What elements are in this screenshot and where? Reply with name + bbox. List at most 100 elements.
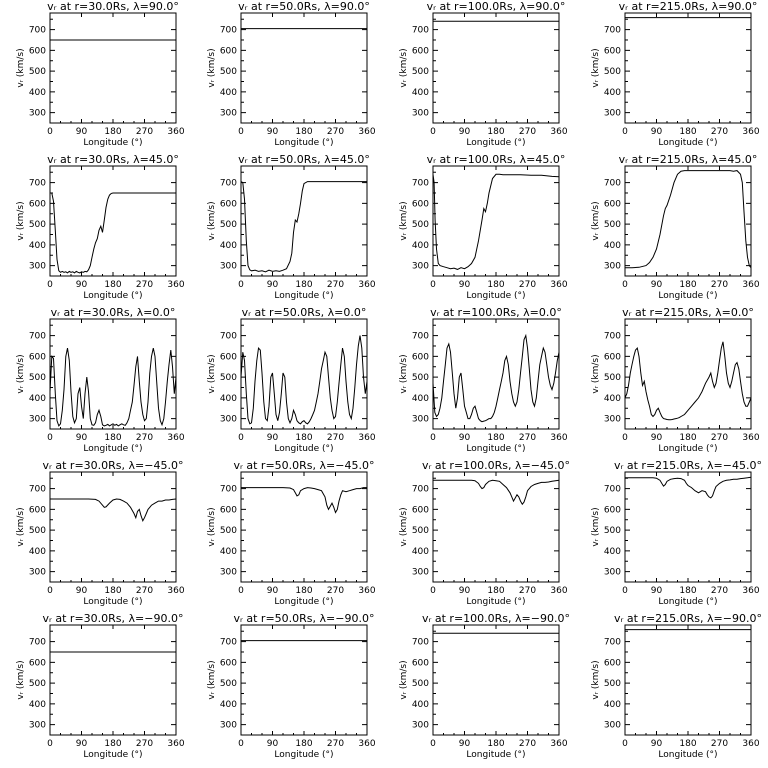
y-tick-label: 400 bbox=[29, 241, 46, 251]
x-tick-label: 180 bbox=[487, 127, 504, 137]
plot-frame bbox=[432, 624, 560, 736]
x-tick-label: 360 bbox=[550, 433, 567, 443]
y-tick-label: 500 bbox=[604, 67, 621, 77]
y-tick-label: 500 bbox=[412, 526, 429, 536]
x-tick-label: 0 bbox=[430, 280, 436, 290]
panel-1: vᵣ at r=30.0Rs, λ=90.0° 0 90 180 270 360 300 40… bbox=[16, 0, 185, 148]
panel-4: vᵣ at r=215.0Rs, λ=90.0° 0 90 180 270 360 300 4… bbox=[591, 0, 760, 148]
y-tick-label: 500 bbox=[220, 373, 237, 383]
y-tick-label: 600 bbox=[604, 352, 621, 362]
panel-12: vᵣ at r=215.0Rs, λ=0.0° 0 90 180 270 360 300 40… bbox=[591, 306, 760, 454]
x-tick-label: 180 bbox=[679, 127, 696, 137]
y-tick-label: 400 bbox=[412, 547, 429, 557]
panel-title: vᵣ at r=215.0Rs, λ=0.0° bbox=[622, 306, 754, 319]
y-tick-label: 400 bbox=[412, 700, 429, 710]
panel-8: vᵣ at r=215.0Rs, λ=45.0° 0 90 180 270 360 300 4… bbox=[591, 153, 760, 301]
x-tick-label: 180 bbox=[487, 586, 504, 596]
x-tick-label: 0 bbox=[622, 433, 628, 443]
series-line bbox=[240, 335, 368, 425]
y-tick-label: 400 bbox=[220, 88, 237, 98]
y-tick-label: 300 bbox=[29, 109, 46, 119]
series-line bbox=[433, 479, 560, 506]
x-tick-label: 0 bbox=[430, 127, 436, 137]
x-tick-label: 360 bbox=[358, 280, 375, 290]
x-tick-label: 180 bbox=[487, 433, 504, 443]
x-tick-label: 360 bbox=[167, 739, 184, 749]
x-tick-label: 0 bbox=[238, 586, 244, 596]
plot-frame bbox=[49, 471, 177, 583]
x-tick-label: 270 bbox=[519, 739, 536, 749]
y-tick-label: 400 bbox=[29, 88, 46, 98]
x-tick-label: 0 bbox=[47, 127, 53, 137]
x-tick-label: 270 bbox=[136, 739, 153, 749]
x-axis-label: Longitude (°) bbox=[658, 291, 717, 301]
y-tick-label: 600 bbox=[412, 505, 429, 515]
x-axis-label: Longitude (°) bbox=[83, 444, 142, 454]
y-tick-label: 300 bbox=[412, 721, 429, 731]
y-tick-label: 700 bbox=[29, 485, 46, 495]
y-tick-label: 600 bbox=[29, 352, 46, 362]
x-tick-label: 360 bbox=[358, 433, 375, 443]
y-tick-label: 300 bbox=[412, 568, 429, 578]
x-tick-label: 90 bbox=[267, 739, 279, 749]
x-tick-label: 270 bbox=[711, 433, 728, 443]
x-tick-label: 90 bbox=[267, 433, 279, 443]
y-tick-label: 500 bbox=[29, 526, 46, 536]
x-tick-label: 90 bbox=[651, 586, 663, 596]
x-tick-label: 270 bbox=[519, 127, 536, 137]
y-axis-label: vᵣ (km/s) bbox=[207, 660, 217, 699]
panel-19: vᵣ at r=100.0Rs, λ=−90.0° 0 90 180 270 360 300… bbox=[399, 612, 570, 760]
series-line bbox=[432, 173, 560, 270]
panel-17: vᵣ at r=30.0Rs, λ=−90.0° 0 90 180 270 360 300 4… bbox=[16, 612, 185, 760]
y-tick-label: 300 bbox=[29, 262, 46, 272]
x-tick-label: 180 bbox=[295, 433, 312, 443]
y-tick-label: 300 bbox=[412, 415, 429, 425]
x-tick-label: 270 bbox=[136, 586, 153, 596]
x-axis-label: Longitude (°) bbox=[83, 138, 142, 148]
y-tick-label: 400 bbox=[220, 241, 237, 251]
x-tick-label: 0 bbox=[430, 586, 436, 596]
panel-title: vᵣ at r=50.0Rs, λ=90.0° bbox=[238, 0, 370, 13]
y-axis-label: vᵣ (km/s) bbox=[399, 354, 409, 393]
x-tick-label: 180 bbox=[295, 127, 312, 137]
y-tick-label: 600 bbox=[29, 505, 46, 515]
x-tick-label: 180 bbox=[487, 739, 504, 749]
y-tick-label: 300 bbox=[220, 262, 237, 272]
y-tick-label: 500 bbox=[412, 67, 429, 77]
x-tick-label: 0 bbox=[238, 127, 244, 137]
y-tick-label: 400 bbox=[29, 700, 46, 710]
x-tick-label: 90 bbox=[76, 433, 88, 443]
panel-16: vᵣ at r=215.0Rs, λ=−45.0° 0 90 180 270 360 300… bbox=[591, 459, 762, 607]
y-tick-label: 700 bbox=[604, 26, 621, 36]
x-axis-label: Longitude (°) bbox=[83, 291, 142, 301]
x-tick-label: 270 bbox=[519, 433, 536, 443]
x-tick-label: 90 bbox=[459, 586, 471, 596]
y-tick-label: 500 bbox=[604, 220, 621, 230]
x-tick-label: 0 bbox=[47, 739, 53, 749]
y-axis-label: vᵣ (km/s) bbox=[16, 660, 26, 699]
y-tick-label: 400 bbox=[220, 394, 237, 404]
y-tick-label: 600 bbox=[220, 505, 237, 515]
x-axis-label: Longitude (°) bbox=[83, 597, 142, 607]
x-tick-label: 180 bbox=[104, 739, 121, 749]
y-tick-label: 500 bbox=[29, 679, 46, 689]
y-tick-label: 500 bbox=[412, 679, 429, 689]
x-tick-label: 0 bbox=[47, 433, 53, 443]
panel-title: vᵣ at r=215.0Rs, λ=90.0° bbox=[619, 0, 758, 13]
panel-title: vᵣ at r=100.0Rs, λ=90.0° bbox=[427, 0, 566, 13]
panel-3: vᵣ at r=100.0Rs, λ=90.0° 0 90 180 270 360 300 4… bbox=[399, 0, 568, 148]
x-tick-label: 90 bbox=[459, 739, 471, 749]
plot-frame bbox=[624, 165, 752, 277]
series-line bbox=[625, 476, 752, 499]
panel-title: vᵣ at r=215.0Rs, λ=45.0° bbox=[619, 153, 758, 166]
x-axis-label: Longitude (°) bbox=[466, 750, 525, 760]
x-tick-label: 90 bbox=[76, 127, 88, 137]
y-tick-label: 600 bbox=[220, 658, 237, 668]
x-tick-label: 180 bbox=[104, 586, 121, 596]
x-axis-label: Longitude (°) bbox=[274, 291, 333, 301]
panel-title: vᵣ at r=30.0Rs, λ=0.0° bbox=[51, 306, 176, 319]
x-tick-label: 360 bbox=[742, 586, 759, 596]
plot-frame bbox=[240, 165, 368, 277]
series-line bbox=[241, 487, 367, 514]
y-tick-label: 700 bbox=[604, 179, 621, 189]
